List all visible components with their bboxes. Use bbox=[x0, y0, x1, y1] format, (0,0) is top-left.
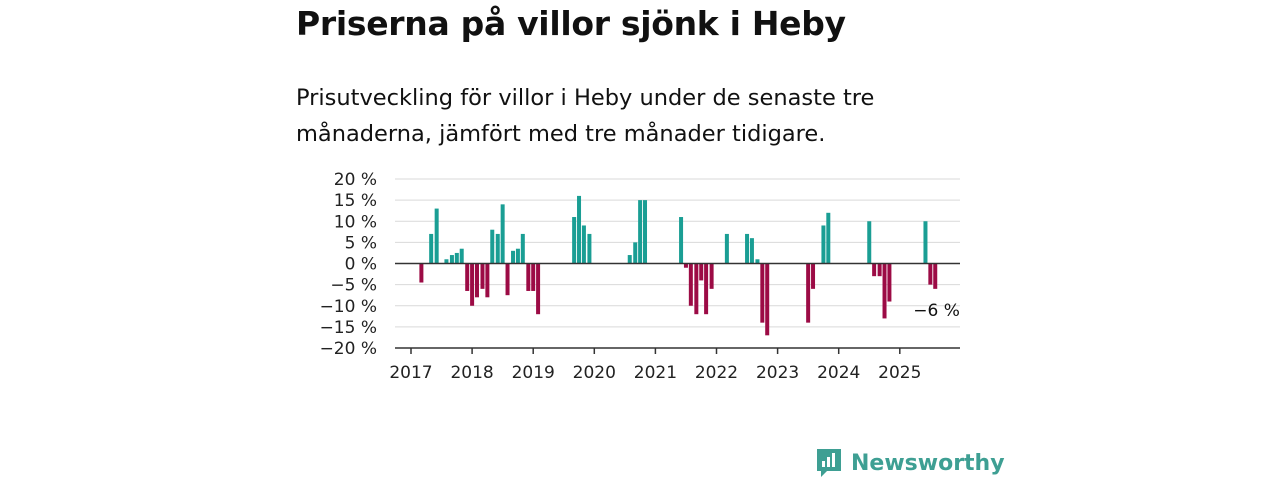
bar bbox=[811, 263, 816, 289]
y-tick-label: −15 % bbox=[320, 318, 377, 338]
bar bbox=[633, 242, 638, 264]
bar bbox=[572, 217, 577, 264]
bar bbox=[928, 263, 933, 285]
x-tick-label: 2025 bbox=[878, 363, 921, 383]
bar bbox=[444, 259, 449, 264]
bar bbox=[526, 263, 531, 291]
bar bbox=[500, 204, 505, 264]
bar bbox=[485, 263, 490, 298]
bar bbox=[495, 233, 500, 264]
bar bbox=[724, 233, 729, 264]
bar bbox=[882, 263, 887, 319]
y-tick-label: 5 % bbox=[345, 233, 377, 253]
y-tick-label: −10 % bbox=[320, 297, 377, 317]
bar bbox=[699, 263, 704, 281]
last-value-label: −6 % bbox=[913, 301, 960, 321]
x-tick-label: 2024 bbox=[817, 363, 860, 383]
bar bbox=[867, 221, 872, 264]
y-tick-label: 20 % bbox=[334, 170, 377, 190]
bar bbox=[505, 263, 510, 296]
axes bbox=[395, 262, 960, 354]
bar bbox=[581, 225, 586, 264]
x-tick-label: 2018 bbox=[450, 363, 493, 383]
y-tick-label: 0 % bbox=[345, 255, 377, 275]
annotations: −6 % bbox=[913, 301, 960, 321]
bars bbox=[419, 195, 938, 336]
bar bbox=[826, 212, 831, 264]
bar bbox=[688, 263, 693, 306]
bar bbox=[459, 248, 464, 264]
bar bbox=[887, 263, 892, 302]
y-tick-label: 15 % bbox=[334, 191, 377, 211]
page-title: Priserna på villor sjönk i Heby bbox=[296, 4, 846, 43]
bar bbox=[536, 263, 541, 315]
bar bbox=[465, 263, 470, 291]
bar bbox=[755, 259, 760, 264]
bar bbox=[470, 263, 475, 306]
bar bbox=[933, 263, 938, 289]
bar bbox=[709, 263, 714, 289]
bar bbox=[749, 238, 754, 264]
bar bbox=[923, 221, 928, 264]
bar bbox=[474, 263, 479, 298]
bar bbox=[679, 217, 684, 264]
bar bbox=[760, 263, 765, 323]
x-tick-label: 2022 bbox=[695, 363, 738, 383]
bar bbox=[821, 225, 826, 264]
x-axis-labels: 2017 2018 2019 2020 2021 2022 2023 2024 2025 bbox=[389, 363, 921, 383]
bar bbox=[587, 233, 592, 264]
bar bbox=[490, 229, 495, 264]
bar bbox=[872, 263, 877, 277]
bar bbox=[806, 263, 811, 323]
bar bbox=[643, 200, 648, 264]
bar bbox=[480, 263, 485, 289]
bar bbox=[531, 263, 536, 291]
bar bbox=[511, 250, 516, 264]
bar bbox=[694, 263, 699, 315]
x-tick-label: 2017 bbox=[389, 363, 432, 383]
newsworthy-logo: Newsworthy bbox=[815, 446, 1005, 480]
brand-name: Newsworthy bbox=[851, 450, 1005, 476]
x-tick-label: 2023 bbox=[756, 363, 799, 383]
bar bbox=[434, 208, 439, 264]
chart-subtitle: Prisutveckling för villor i Heby under d… bbox=[296, 85, 875, 147]
x-tick-label: 2019 bbox=[512, 363, 555, 383]
bar bbox=[419, 263, 424, 283]
y-axis-labels: 20 %15 %10 %5 %0 %−5 %−10 %−15 %−20 % bbox=[320, 170, 377, 359]
x-tick-label: 2021 bbox=[634, 363, 677, 383]
bar bbox=[627, 255, 632, 264]
bar bbox=[704, 263, 709, 315]
bar bbox=[449, 255, 454, 264]
bar bbox=[429, 233, 434, 264]
bar bbox=[877, 263, 882, 277]
x-tick-label: 2020 bbox=[573, 363, 616, 383]
bar bbox=[683, 263, 688, 268]
y-tick-label: 10 % bbox=[334, 212, 377, 232]
y-tick-label: −5 % bbox=[330, 276, 377, 296]
bar bbox=[745, 233, 750, 264]
newsworthy-logo-icon bbox=[817, 449, 841, 477]
bar bbox=[454, 252, 459, 264]
y-tick-label: −20 % bbox=[320, 339, 377, 359]
bar bbox=[520, 233, 525, 264]
bar bbox=[765, 263, 770, 336]
bar bbox=[577, 195, 582, 264]
bar bbox=[515, 248, 520, 264]
bar bbox=[638, 200, 643, 264]
